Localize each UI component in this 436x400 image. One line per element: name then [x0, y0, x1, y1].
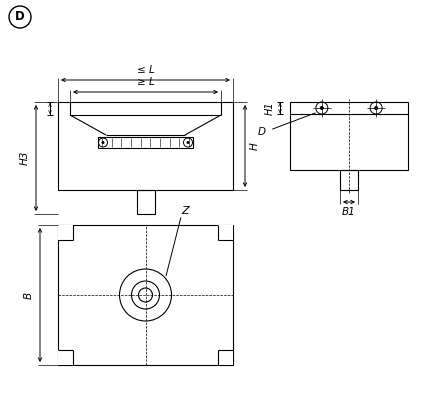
Circle shape: [102, 141, 105, 144]
Bar: [98, 137, 193, 148]
Text: B1: B1: [342, 207, 356, 217]
Bar: [58, 225, 73, 240]
Text: ≤ L: ≤ L: [136, 65, 154, 75]
Bar: [136, 190, 154, 214]
Bar: [58, 102, 233, 190]
Text: B: B: [24, 292, 34, 298]
Bar: [58, 350, 73, 365]
Bar: [218, 350, 233, 365]
Circle shape: [374, 106, 378, 110]
Text: D: D: [15, 10, 25, 24]
Text: ≥ L: ≥ L: [136, 77, 154, 87]
Bar: [58, 225, 233, 365]
Text: H3: H3: [20, 151, 30, 165]
Circle shape: [187, 141, 190, 144]
Bar: [340, 170, 358, 190]
Text: H1: H1: [265, 101, 275, 115]
Text: D: D: [258, 127, 266, 137]
Bar: [218, 225, 233, 240]
Circle shape: [320, 106, 324, 110]
Text: Z: Z: [182, 206, 189, 216]
Text: H: H: [250, 142, 260, 150]
Bar: [290, 102, 408, 170]
